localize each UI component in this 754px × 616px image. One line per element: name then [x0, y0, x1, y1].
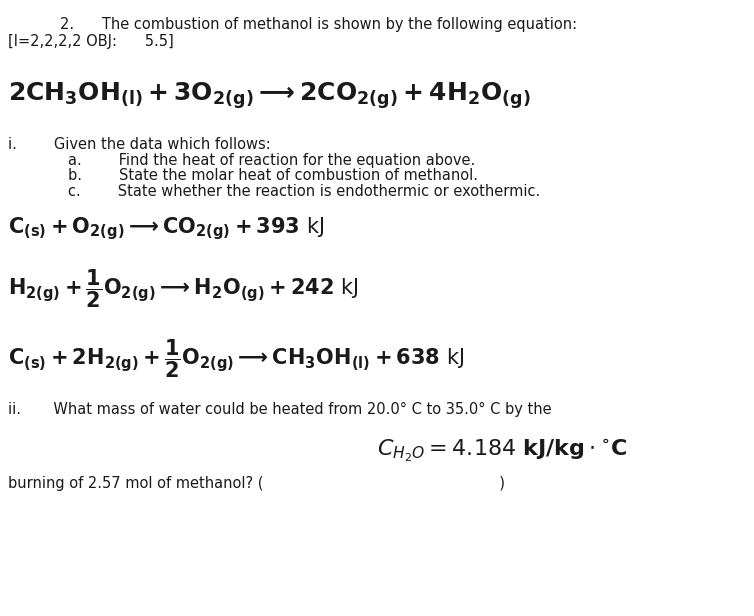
Text: $\mathbf{2CH_3OH_{(l)} + 3O_{2(g)} \longrightarrow 2CO_{2(g)} + 4H_2O_{(g)}}$: $\mathbf{2CH_3OH_{(l)} + 3O_{2(g)} \long…	[8, 80, 530, 111]
Text: burning of 2.57 mol of methanol? (                                              : burning of 2.57 mol of methanol? (	[8, 476, 504, 490]
Text: $\mathit{C}_{\mathit{H_2O}} = 4.184\ \mathbf{kJ/kg} \cdot \mathbf{^{\circ}C}$: $\mathit{C}_{\mathit{H_2O}} = 4.184\ \ma…	[377, 437, 628, 464]
Text: $\mathbf{H_{2(g)} + \dfrac{1}{2}O_{2(g)} \longrightarrow H_2O_{(g)} + 242\ \math: $\mathbf{H_{2(g)} + \dfrac{1}{2}O_{2(g)}…	[8, 268, 358, 310]
Text: c.        State whether the reaction is endothermic or exothermic.: c. State whether the reaction is endothe…	[68, 184, 540, 198]
Text: i.        Given the data which follows:: i. Given the data which follows:	[8, 137, 270, 152]
Text: a.        Find the heat of reaction for the equation above.: a. Find the heat of reaction for the equ…	[68, 153, 475, 168]
Text: 2.      The combustion of methanol is shown by the following equation:: 2. The combustion of methanol is shown b…	[60, 17, 578, 32]
Text: $\mathbf{C_{(s)} + O_{2(g)} \longrightarrow CO_{2(g)} + 393\ \mathrm{kJ}}$: $\mathbf{C_{(s)} + O_{2(g)} \longrightar…	[8, 215, 324, 242]
Text: b.        State the molar heat of combustion of methanol.: b. State the molar heat of combustion of…	[68, 168, 478, 183]
Text: [I=2,2,2,2 OBJ:      5.5]: [I=2,2,2,2 OBJ: 5.5]	[8, 34, 173, 49]
Text: ii.       What mass of water could be heated from 20.0° C to 35.0° C by the: ii. What mass of water could be heated f…	[8, 402, 551, 416]
Text: $\mathbf{C_{(s)} + 2H_{2(g)} + \dfrac{1}{2}O_{2(g)} \longrightarrow CH_3OH_{(l)}: $\mathbf{C_{(s)} + 2H_{2(g)} + \dfrac{1}…	[8, 338, 464, 380]
